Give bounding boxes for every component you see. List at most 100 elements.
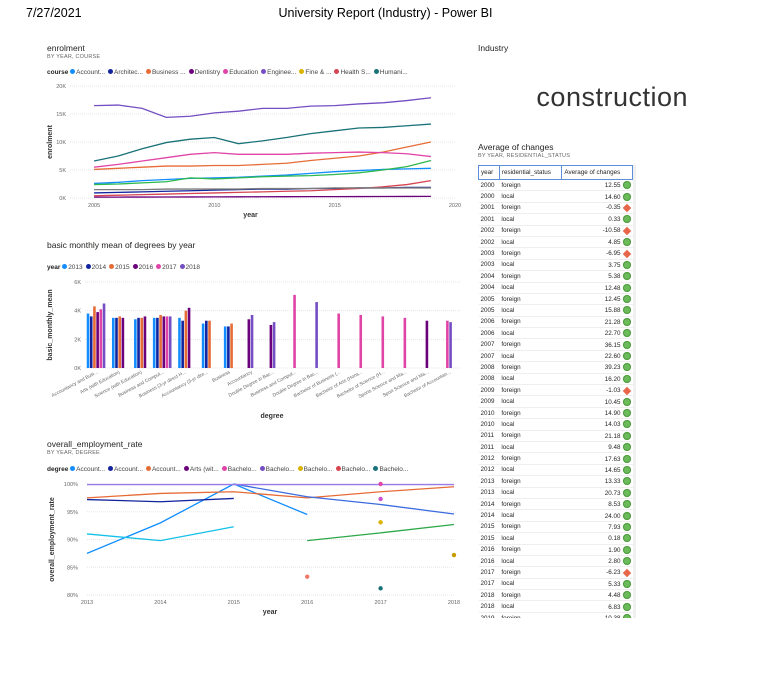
degrees-legend-title: year	[47, 264, 61, 271]
degrees-legend-item[interactable]: 2015	[109, 264, 130, 271]
cell-value: 0.33	[608, 216, 621, 224]
employment-legend-item[interactable]: Account...	[70, 466, 105, 473]
bar	[181, 320, 184, 368]
bar	[93, 306, 96, 368]
x-axis-label: year	[263, 609, 278, 616]
table-row[interactable]: 2015 local 0.18	[478, 532, 633, 545]
red-diamond-icon	[622, 249, 631, 259]
table-row[interactable]: 2001 foreign -0.35	[478, 202, 633, 215]
table-row[interactable]: 2017 local 5.33	[478, 578, 633, 591]
cell-year: 2000	[478, 179, 500, 192]
bar	[230, 323, 233, 368]
table-row[interactable]: 2006 foreign 21.28	[478, 316, 633, 329]
degrees-legend-item[interactable]: 2017	[156, 264, 177, 271]
column-header-year[interactable]: year	[478, 165, 500, 180]
legend-marker-icon	[145, 69, 151, 74]
table-row[interactable]: 2009 foreign -1.03	[478, 384, 633, 397]
table-row[interactable]: 2016 foreign 1.90	[478, 544, 633, 556]
employment-legend-item[interactable]: Account...	[145, 466, 181, 473]
table-row[interactable]: 2011 foreign 21.18	[478, 430, 633, 443]
bar	[293, 294, 296, 368]
cell-residential-status: local	[499, 509, 562, 522]
enrolment-legend-item[interactable]: Enginee...	[261, 69, 296, 76]
table-row[interactable]: 2012 local 14.65	[478, 464, 633, 477]
enrolment-legend-item[interactable]: Architec...	[108, 69, 143, 76]
cell-year: 2008	[478, 361, 500, 374]
table-row[interactable]: 2014 foreign 8.53	[478, 498, 633, 511]
table-row[interactable]: 2001 local 0.33	[478, 213, 633, 226]
enrolment-legend-title: course	[47, 69, 69, 76]
enrolment-legend-item[interactable]: Fine & ...	[299, 69, 331, 76]
cell-average-of-changes: 22.70	[561, 327, 633, 340]
table-row[interactable]: 2003 local 3.75	[478, 259, 633, 272]
enrolment-legend-item[interactable]: Health S...	[334, 69, 371, 76]
degrees-legend-label: 2016	[138, 264, 154, 271]
table-row[interactable]: 2017 foreign -6.23	[478, 566, 633, 579]
employment-legend-item[interactable]: Bachelo...	[297, 466, 333, 473]
table-scrollbar[interactable]	[633, 165, 636, 618]
table-row[interactable]: 2013 local 20.73	[478, 487, 633, 499]
employment-legend-item[interactable]: Bachelo...	[259, 466, 295, 473]
cell-year: 2006	[478, 316, 500, 329]
industry-card-value: construction	[536, 82, 688, 112]
employment-legend-item[interactable]: Account...	[108, 466, 143, 473]
table-row[interactable]: 2018 local 6.83	[478, 600, 633, 613]
enrolment-legend-item[interactable]: Account...	[70, 69, 105, 76]
table-row[interactable]: 2010 local 14.03	[478, 418, 633, 431]
table-row[interactable]: 2013 foreign 13.33	[478, 475, 633, 488]
table-row[interactable]: 2014 local 24.00	[478, 509, 633, 522]
table-row[interactable]: 2000 local 14.60	[478, 190, 633, 203]
employment-legend-label: Arts (wit...	[189, 466, 219, 473]
employment-line-chart[interactable]: 80% 85% 90% 95% 100% 2013 2014 2015 2016 2017 2018…	[40, 477, 470, 622]
cell-average-of-changes: 0.18	[561, 532, 633, 545]
table-row[interactable]: 2011 local 9.48	[478, 441, 633, 454]
enrolment-legend-item[interactable]: Education	[223, 69, 258, 76]
cell-value: 12.48	[604, 284, 621, 292]
degrees-legend-item[interactable]: 2013	[62, 264, 83, 271]
table-row[interactable]: 2000 foreign 12.55	[478, 179, 633, 192]
cell-value: -10.58	[602, 227, 621, 235]
employment-legend-item[interactable]: Bachelo...	[373, 466, 408, 473]
degrees-legend-item[interactable]: 2018	[179, 264, 200, 271]
employment-legend-item[interactable]: Bachelo...	[221, 466, 257, 473]
table-row[interactable]: 2002 foreign -10.58	[478, 225, 633, 237]
table-row[interactable]: 2003 foreign -6.95	[478, 247, 633, 260]
column-header-average-of-changes[interactable]: Average of changes	[561, 165, 633, 180]
degrees-legend-item[interactable]: 2016	[132, 264, 154, 271]
table-row[interactable]: 2002 local 4.85	[478, 236, 633, 249]
enrolment-legend-item[interactable]: Business ...	[145, 69, 186, 76]
degrees-legend-label: 2015	[115, 264, 130, 271]
bar	[140, 317, 144, 368]
table-row[interactable]: 2008 local 16.20	[478, 373, 633, 386]
legend-marker-icon	[183, 466, 189, 471]
enrolment-legend-item[interactable]: Humani...	[373, 69, 408, 76]
table-row[interactable]: 2007 foreign 36.15	[478, 338, 633, 351]
changes-table[interactable]: year residential_status Average of chang…	[478, 165, 633, 618]
enrolment-line-chart[interactable]: 0K 5K 10K 15K 20K 2005 2010 2015 2020 year enrolme…	[40, 80, 470, 225]
cell-year: 2016	[478, 544, 500, 556]
table-row[interactable]: 2016 local 2.80	[478, 555, 633, 568]
table-row[interactable]: 2015 foreign 7.93	[478, 521, 633, 534]
green-circle-icon	[622, 352, 631, 361]
table-row[interactable]: 2005 foreign 12.45	[478, 293, 633, 306]
enrolment-legend-item[interactable]: Dentistry	[188, 69, 220, 76]
table-row[interactable]: 2012 foreign 17.63	[478, 452, 633, 465]
green-circle-icon	[622, 602, 631, 611]
bar	[184, 310, 188, 368]
table-row[interactable]: 2005 local 15.88	[478, 304, 633, 317]
employment-legend-item[interactable]: Arts (wit...	[183, 466, 219, 473]
table-row[interactable]: 2007 local 22.60	[478, 350, 633, 363]
employment-legend-item[interactable]: Bachelo...	[335, 466, 370, 473]
table-row[interactable]: 2004 local 12.48	[478, 282, 633, 294]
table-row[interactable]: 2019foreign 10.38	[478, 612, 633, 618]
table-row[interactable]: 2008 foreign 39.23	[478, 361, 633, 374]
degrees-legend-item[interactable]: 2014	[85, 264, 106, 271]
table-row[interactable]: 2018 foreign 4.48	[478, 589, 633, 602]
table-row[interactable]: 2004 foreign 5.38	[478, 270, 633, 283]
employment-legend-label: Bachelo...	[227, 466, 257, 473]
table-row[interactable]: 2009 local 10.45	[478, 395, 633, 408]
table-row[interactable]: 2006 local 22.70	[478, 327, 633, 340]
column-header-residential-status[interactable]: residential_status	[498, 165, 563, 180]
table-row[interactable]: 2010 foreign 14.90	[478, 407, 633, 420]
